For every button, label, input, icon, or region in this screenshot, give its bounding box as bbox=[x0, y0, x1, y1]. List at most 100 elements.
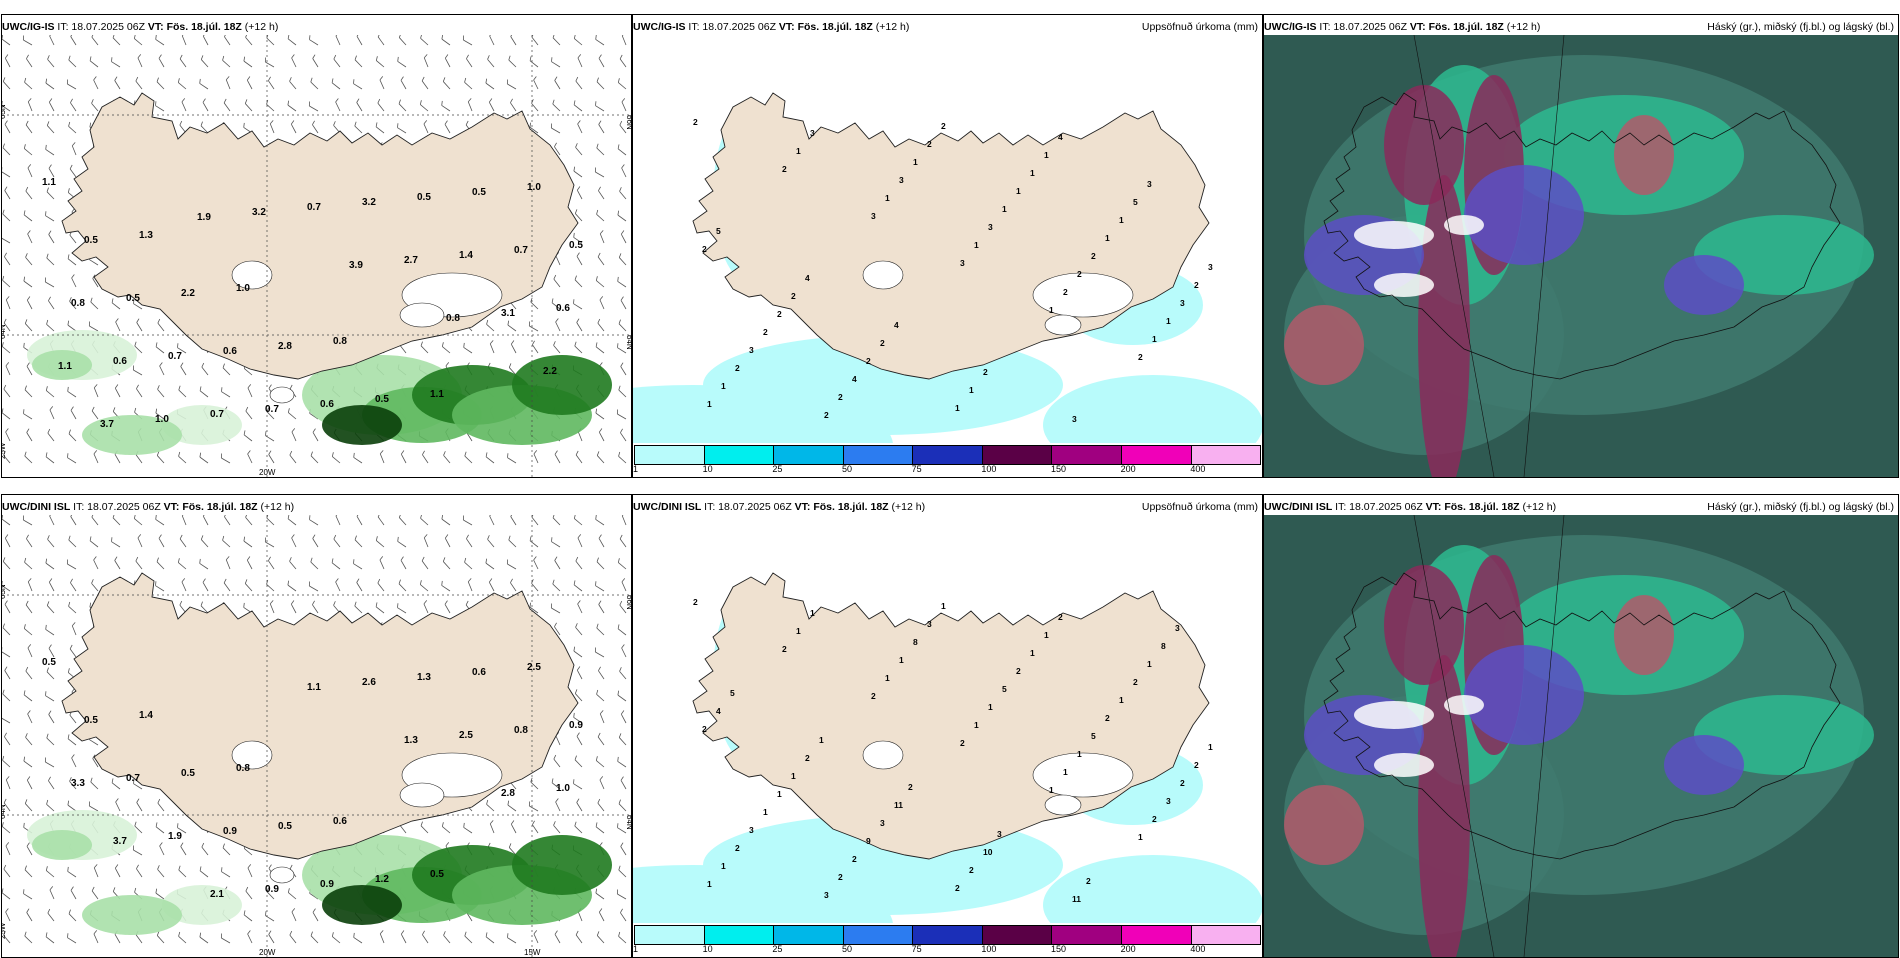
wind-barb bbox=[506, 79, 517, 90]
cloud-layer bbox=[1614, 115, 1674, 195]
precip-value-label: 1 bbox=[1119, 695, 1124, 705]
panel-igis-wind: UWC/IG-IS IT: 18.07.2025 06Z VT: Fös. 18… bbox=[1, 14, 632, 478]
wind-barb bbox=[155, 35, 165, 46]
issue-time: IT: 18.07.2025 06Z bbox=[701, 501, 795, 513]
wind-barb bbox=[202, 35, 209, 46]
wind-barb bbox=[220, 453, 231, 464]
precip-value-label: 1.3 bbox=[139, 230, 153, 241]
wind-barb bbox=[551, 778, 561, 790]
wind-barb bbox=[551, 57, 561, 68]
wind-barb bbox=[159, 842, 165, 856]
wind-barb bbox=[577, 120, 583, 134]
wind-barb bbox=[2, 209, 11, 222]
precip-value-label: 1 bbox=[974, 720, 979, 730]
precip-value-label: 2.2 bbox=[181, 288, 195, 299]
wind-barb bbox=[530, 297, 539, 310]
colorbar-cell bbox=[982, 926, 1053, 944]
wind-barb bbox=[356, 578, 363, 592]
wind-barb bbox=[290, 120, 297, 134]
wind-barb bbox=[441, 35, 451, 46]
wind-barb bbox=[620, 230, 627, 244]
wind-barb bbox=[573, 646, 583, 658]
wind-barb bbox=[617, 823, 627, 834]
model-name: UWC/DINI ISL bbox=[2, 501, 71, 513]
wind-barb bbox=[3, 451, 11, 464]
cloud-layer bbox=[1284, 305, 1364, 385]
wind-barb bbox=[552, 99, 561, 112]
wind-barb bbox=[132, 365, 143, 376]
wind-barb bbox=[441, 822, 451, 834]
wind-barb bbox=[576, 252, 583, 266]
precip-value-label: 0.6 bbox=[113, 356, 127, 367]
wind-barb bbox=[510, 98, 517, 112]
precip-value-label: 1.4 bbox=[459, 250, 473, 261]
wind-barb bbox=[596, 451, 605, 464]
wind-barb bbox=[179, 54, 187, 68]
wind-barb bbox=[49, 886, 55, 900]
wind-barb bbox=[71, 622, 77, 636]
precip-value-label: 0.7 bbox=[168, 351, 182, 362]
cloud-layer bbox=[1664, 255, 1744, 315]
glacier bbox=[269, 386, 295, 404]
wind-barb bbox=[420, 341, 429, 354]
precip-value-label: 1 bbox=[763, 807, 768, 817]
lat-label: 25W bbox=[2, 442, 7, 459]
wind-barb bbox=[268, 556, 275, 570]
lat-label-right: 64N bbox=[625, 335, 631, 350]
map-cloud bbox=[1264, 35, 1898, 477]
wind-barb bbox=[5, 908, 11, 922]
wind-barb bbox=[2, 100, 11, 112]
precip-value-label: 2 bbox=[782, 164, 787, 174]
wind-barb bbox=[510, 340, 517, 354]
precip-value-label: 4 bbox=[894, 320, 899, 330]
wind-barb bbox=[243, 910, 253, 922]
wind-barb bbox=[575, 450, 583, 464]
wind-barb bbox=[115, 318, 121, 332]
wind-barb bbox=[5, 842, 11, 856]
wind-barb bbox=[114, 384, 121, 398]
wind-barb bbox=[47, 908, 55, 922]
precip-value-label: 2 bbox=[969, 865, 974, 875]
wind-barb bbox=[132, 845, 143, 856]
precip-value-label: 0.5 bbox=[569, 240, 583, 251]
wind-barb bbox=[312, 908, 319, 922]
wind-barb bbox=[69, 644, 77, 658]
precip-value-label: 1.0 bbox=[527, 182, 541, 193]
wind-barb bbox=[312, 428, 319, 442]
wind-barb bbox=[573, 299, 583, 310]
wind-barb bbox=[245, 886, 253, 900]
wind-barb bbox=[157, 318, 165, 332]
wind-barb bbox=[576, 186, 583, 200]
wind-barb bbox=[422, 930, 429, 944]
wind-barb bbox=[598, 186, 605, 200]
precip-value-label: 0.5 bbox=[278, 821, 292, 832]
wind-barb bbox=[488, 578, 495, 592]
wind-barb bbox=[620, 710, 627, 724]
wind-barb bbox=[553, 274, 561, 288]
colorbar-label: 75 bbox=[911, 464, 922, 474]
precip-value-label: 2 bbox=[941, 121, 946, 131]
wind-barb bbox=[46, 601, 55, 614]
wind-barb bbox=[46, 187, 55, 200]
wind-barb bbox=[379, 76, 385, 90]
wind-barb bbox=[45, 866, 55, 878]
wind-barb bbox=[23, 409, 33, 420]
precip-value-label: 5 bbox=[1133, 197, 1138, 207]
wind-barb bbox=[529, 122, 539, 134]
precip-value-label: 3 bbox=[1208, 262, 1213, 272]
wind-barb bbox=[67, 800, 77, 812]
precip-value-label: 2 bbox=[838, 872, 843, 882]
precip-value-label: 0.7 bbox=[514, 245, 528, 256]
wind-barb bbox=[181, 578, 187, 592]
wind-barb bbox=[575, 623, 583, 636]
wind-barb bbox=[26, 296, 33, 310]
lat-label: 64N bbox=[2, 804, 7, 819]
panel-title: UWC/IG-IS IT: 18.07.2025 06Z VT: Fös. 18… bbox=[2, 19, 278, 35]
wind-barb bbox=[442, 557, 451, 570]
wind-barb bbox=[420, 515, 429, 526]
precip-value-label: 1 bbox=[1030, 168, 1035, 178]
issue-time: IT: 18.07.2025 06Z bbox=[685, 21, 779, 33]
precip-value-label: 0.7 bbox=[307, 202, 321, 213]
wind-barb bbox=[27, 230, 33, 244]
wind-barb bbox=[620, 908, 627, 922]
